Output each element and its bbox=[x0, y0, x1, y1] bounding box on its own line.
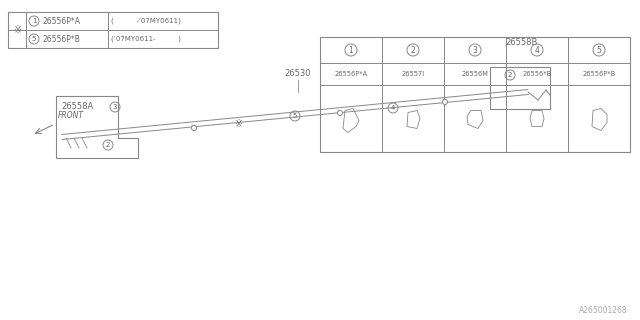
Text: 2: 2 bbox=[411, 45, 415, 54]
Text: 3: 3 bbox=[113, 104, 117, 110]
Text: 26530: 26530 bbox=[285, 69, 311, 78]
Text: 26558A: 26558A bbox=[61, 101, 93, 110]
Text: (          -’07MY0611): ( -’07MY0611) bbox=[111, 18, 181, 24]
Text: 26558B: 26558B bbox=[505, 37, 538, 46]
Text: 26556P*A: 26556P*A bbox=[42, 17, 80, 26]
Text: 26557I: 26557I bbox=[401, 71, 424, 77]
Bar bbox=[8, 12, 218, 48]
Text: 26556P*B: 26556P*B bbox=[42, 35, 80, 44]
Text: 26556P*A: 26556P*A bbox=[335, 71, 367, 77]
Text: A265001268: A265001268 bbox=[579, 306, 628, 315]
Text: 5: 5 bbox=[32, 36, 36, 42]
Text: 5: 5 bbox=[596, 45, 602, 54]
Text: ※: ※ bbox=[234, 119, 242, 129]
Bar bbox=[490, 67, 550, 109]
Text: FRONT: FRONT bbox=[58, 111, 84, 120]
Text: 26556*B: 26556*B bbox=[522, 71, 552, 77]
Circle shape bbox=[442, 100, 447, 105]
Text: 2: 2 bbox=[106, 142, 110, 148]
Text: 3: 3 bbox=[472, 45, 477, 54]
Bar bbox=[320, 37, 630, 152]
Text: ※: ※ bbox=[13, 25, 21, 35]
Text: 4: 4 bbox=[534, 45, 540, 54]
Text: 2: 2 bbox=[508, 72, 512, 78]
Text: (’07MY0611-          ): (’07MY0611- ) bbox=[111, 36, 181, 42]
Text: 1: 1 bbox=[32, 18, 36, 24]
Text: 4: 4 bbox=[391, 105, 395, 111]
Text: 26556P*B: 26556P*B bbox=[582, 71, 616, 77]
Text: 5: 5 bbox=[293, 113, 297, 119]
Circle shape bbox=[337, 110, 342, 116]
Text: 1: 1 bbox=[349, 45, 353, 54]
Circle shape bbox=[191, 125, 196, 131]
Text: 26556M: 26556M bbox=[461, 71, 488, 77]
